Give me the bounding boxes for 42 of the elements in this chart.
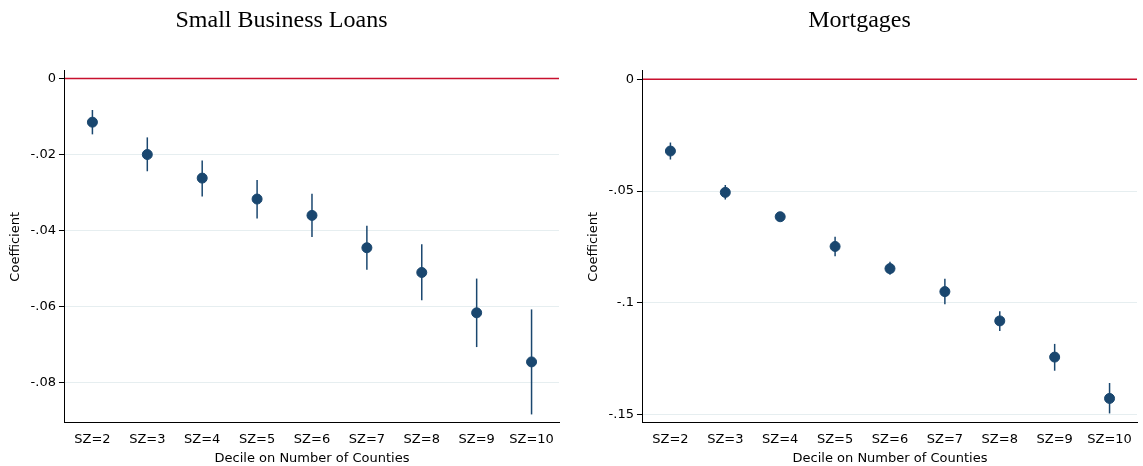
y-tick-label: -.06 bbox=[30, 298, 56, 314]
x-tick-label: SZ=10 bbox=[1087, 430, 1132, 446]
y-tick-label: -.15 bbox=[608, 405, 634, 421]
x-tick-label: SZ=3 bbox=[129, 430, 166, 446]
point bbox=[471, 307, 483, 319]
y-tick-label: -.08 bbox=[30, 374, 56, 390]
y-tick-label: -.02 bbox=[30, 145, 56, 161]
y-tick-label: -.1 bbox=[616, 294, 634, 310]
x-tick-label: SZ=2 bbox=[74, 430, 111, 446]
point bbox=[141, 149, 153, 161]
x-tick-label: SZ=6 bbox=[871, 430, 909, 446]
x-tick-label: SZ=8 bbox=[403, 430, 440, 446]
y-tick-label: 0 bbox=[625, 70, 634, 86]
point bbox=[719, 186, 731, 198]
x-tick-label: SZ=9 bbox=[1036, 430, 1073, 446]
x-tick-label: SZ=6 bbox=[293, 430, 331, 446]
chart-title: Mortgages bbox=[808, 5, 911, 32]
y-tick-label: -.04 bbox=[30, 222, 56, 237]
y-tick-label: -.05 bbox=[608, 182, 634, 198]
y-tick-label: 0 bbox=[47, 69, 56, 85]
x-tick-label: SZ=3 bbox=[707, 430, 744, 446]
x-tick-label: SZ=8 bbox=[981, 430, 1018, 446]
y-axis-title: Coefficient bbox=[7, 211, 23, 282]
point bbox=[1049, 351, 1061, 363]
x-tick-label: SZ=2 bbox=[652, 430, 689, 446]
point bbox=[86, 116, 98, 128]
x-tick-label: SZ=4 bbox=[184, 430, 221, 446]
x-tick-label: SZ=5 bbox=[238, 430, 276, 446]
x-tick-label: SZ=10 bbox=[509, 430, 554, 446]
x-tick-label: SZ=7 bbox=[348, 430, 386, 446]
x-tick-label: SZ=4 bbox=[762, 430, 799, 446]
point bbox=[1104, 392, 1116, 404]
point bbox=[664, 145, 676, 157]
x-axis-title: Decile on Number of Counties bbox=[214, 449, 410, 465]
y-axis-title: Coefficient bbox=[585, 211, 601, 282]
x-tick-label: SZ=7 bbox=[926, 430, 964, 446]
point bbox=[774, 211, 786, 223]
x-tick-label: SZ=5 bbox=[816, 430, 854, 446]
point bbox=[526, 356, 538, 368]
chart-title: Small Business Loans bbox=[175, 5, 388, 32]
x-axis-title: Decile on Number of Counties bbox=[792, 449, 988, 465]
x-tick-label: SZ=9 bbox=[458, 430, 495, 446]
